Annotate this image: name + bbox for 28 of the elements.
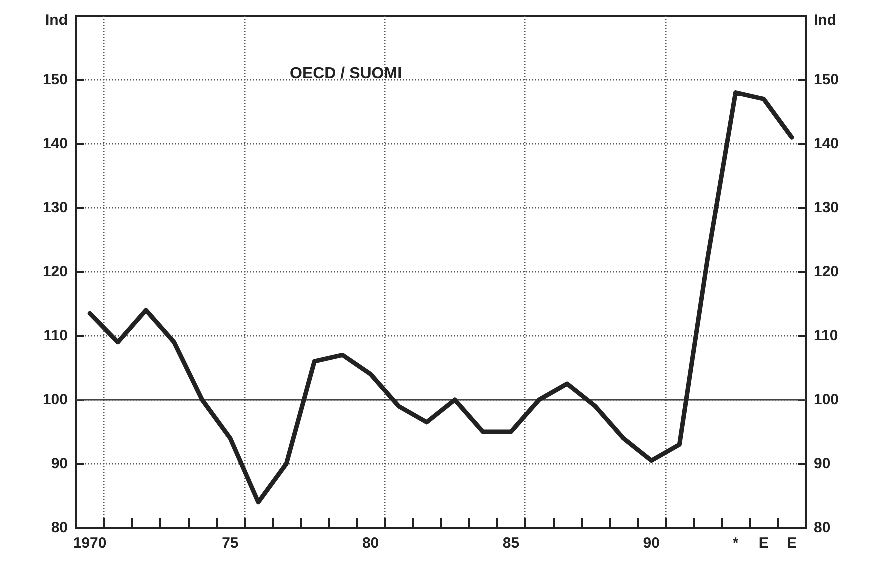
x-tick-label: * [732,535,739,552]
x-tick-label: 80 [362,535,380,552]
y2-tick-label: 110 [814,328,838,344]
x-tick-label: 75 [222,535,239,552]
line-series [88,90,794,505]
annotation: OECD / SUOMI [290,66,402,82]
x-tick-label: 90 [643,535,660,552]
y2-tick-label: 130 [814,200,840,216]
y2-tick-label: 80 [814,520,831,536]
y-tick-label: 120 [42,264,68,280]
y2-axis-title: Ind [814,12,836,29]
y-axis-title: Ind [46,12,68,29]
x-tick-label: 1970 [73,535,107,552]
x-tick-label: 85 [502,535,520,552]
y2-tick-label: 120 [814,264,840,280]
y-tick-label: 110 [44,328,68,344]
y2-tick-label: 140 [814,136,840,152]
y-tick-label: 90 [51,456,68,472]
y-tick-label: 150 [42,72,68,88]
y2-tick-label: 90 [814,456,831,472]
y-tick-label: 80 [51,520,68,536]
y2-tick-label: 150 [814,72,840,88]
y-tick-label: 140 [42,136,68,152]
y-tick-label: 130 [42,200,68,216]
x-tick-label: E [786,535,797,552]
y2-tick-label: 100 [814,392,840,408]
x-tick-label: E [758,535,769,552]
y-tick-label: 100 [42,392,68,408]
